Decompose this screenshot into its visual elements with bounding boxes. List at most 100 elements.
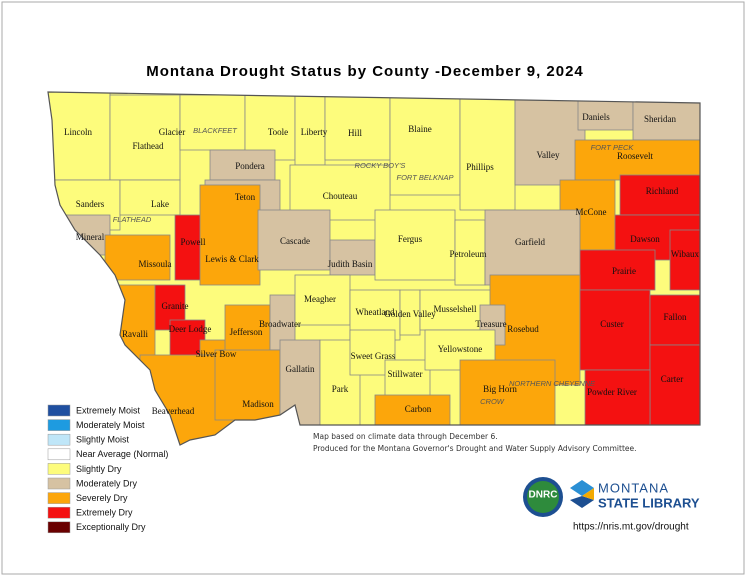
county-label: Custer	[600, 319, 624, 329]
county-label: Carbon	[405, 404, 432, 414]
county	[104, 234, 171, 281]
county-label: Powell	[180, 237, 206, 247]
county-label: Chouteau	[323, 191, 358, 201]
county-label: Toole	[268, 127, 288, 137]
county-label: Prairie	[612, 266, 636, 276]
legend-label: Slightly Dry	[76, 464, 122, 474]
legend-swatch	[47, 404, 71, 417]
county-label: Glacier	[159, 127, 185, 137]
library-name: STATE LIBRARY	[598, 495, 700, 510]
note: Produced for the Montana Governor's Drou…	[313, 444, 637, 453]
county-label: Stillwater	[388, 369, 423, 379]
dnrc-logo-inner	[527, 481, 559, 513]
county-label: Lewis & Clark	[205, 254, 259, 264]
county-label: Golden Valley	[384, 309, 436, 319]
county-label: Daniels	[582, 112, 610, 122]
county	[579, 249, 656, 291]
county-label: Broadwater	[259, 319, 301, 329]
reservation-label: FORT BELKNAP	[397, 173, 454, 182]
county-label: Musselshell	[433, 304, 477, 314]
county-label: Hill	[348, 128, 363, 138]
county-label: Phillips	[466, 162, 494, 172]
county-label: Fallon	[663, 312, 687, 322]
legend-label: Exceptionally Dry	[76, 522, 146, 532]
reservation-label: BLACKFEET	[193, 126, 238, 135]
note: Map based on climate data through Decemb…	[313, 432, 498, 441]
legend-label: Extremely Dry	[76, 508, 133, 518]
county	[579, 289, 651, 371]
county-label: Judith Basin	[328, 259, 373, 269]
legend-swatch	[47, 448, 71, 461]
county-label: Missoula	[138, 259, 171, 269]
county	[514, 94, 586, 186]
county-label: Wheatland	[356, 307, 395, 317]
reservation-label: FORT PECK	[591, 143, 635, 152]
legend-label: Slightly Moist	[76, 435, 130, 445]
county	[374, 394, 451, 426]
county-label: Mineral	[76, 232, 105, 242]
reservation-label: ROCKY BOY'S	[355, 161, 406, 170]
title: Montana Drought Status by County -Decemb…	[146, 63, 584, 80]
reservation-label: FLATHEAD	[113, 215, 152, 224]
county-label: Granite	[162, 301, 189, 311]
legend-swatch	[47, 492, 71, 504]
county-label: McCone	[576, 207, 607, 217]
county-label: Wibaux	[671, 249, 700, 259]
url: https://nris.mt.gov/drought	[573, 522, 689, 533]
county	[454, 219, 486, 286]
county	[214, 349, 281, 421]
county	[389, 94, 461, 196]
county-label: Teton	[235, 192, 256, 202]
county-label: Treasure	[475, 319, 506, 329]
county	[459, 94, 516, 211]
legend-swatch	[47, 521, 71, 534]
county-label: Ravalli	[122, 329, 148, 339]
county	[374, 209, 456, 281]
county-label: Carter	[661, 374, 684, 384]
county-label: Sweet Grass	[351, 351, 396, 361]
legend-swatch	[47, 419, 71, 431]
county-label: Jefferson	[230, 327, 263, 337]
legend-swatch	[47, 433, 71, 446]
county-label: Pondera	[235, 161, 265, 171]
reservation-label: NORTHERN CHEYENNE	[509, 379, 596, 388]
county-label: Roosevelt	[617, 151, 653, 161]
legend: Extremely Moist Moderately Moist Slightly …	[47, 404, 168, 534]
county	[169, 319, 206, 361]
county-label: Yellowstone	[438, 344, 483, 354]
county	[649, 294, 700, 346]
legend-label: Severely Dry	[76, 493, 128, 503]
county-label: Valley	[537, 150, 560, 160]
county	[119, 179, 181, 216]
county	[48, 92, 111, 181]
county	[257, 209, 331, 271]
county	[459, 359, 556, 426]
county-label: Gallatin	[286, 364, 315, 374]
library-icon	[570, 480, 594, 508]
county-label: Dawson	[630, 234, 660, 244]
county-label: Meagher	[304, 294, 336, 304]
county-label: Lake	[151, 199, 169, 209]
county-label: Rosebud	[507, 324, 539, 334]
county-label: Liberty	[301, 127, 328, 137]
labels: Lincoln Flathead Glacier Toole Liberty Hill Bl…	[64, 112, 700, 416]
county-label: Cascade	[280, 236, 310, 246]
county	[329, 239, 376, 276]
county-label: Petroleum	[450, 249, 487, 259]
legend-label: Extremely Moist	[76, 405, 141, 415]
county	[179, 94, 246, 151]
county-label: Silver Bow	[196, 349, 237, 359]
legend-swatch	[47, 463, 71, 475]
legend-swatch	[47, 506, 71, 519]
county-label: Powder River	[587, 387, 637, 397]
county-label: Beaverhead	[152, 406, 195, 416]
county	[619, 174, 700, 216]
library-name: MONTANA	[598, 480, 669, 495]
county-label: Richland	[646, 186, 679, 196]
county-label: Blaine	[408, 124, 432, 134]
state-outline	[47, 91, 701, 446]
county	[649, 344, 700, 426]
county	[484, 209, 581, 286]
county	[294, 274, 351, 326]
